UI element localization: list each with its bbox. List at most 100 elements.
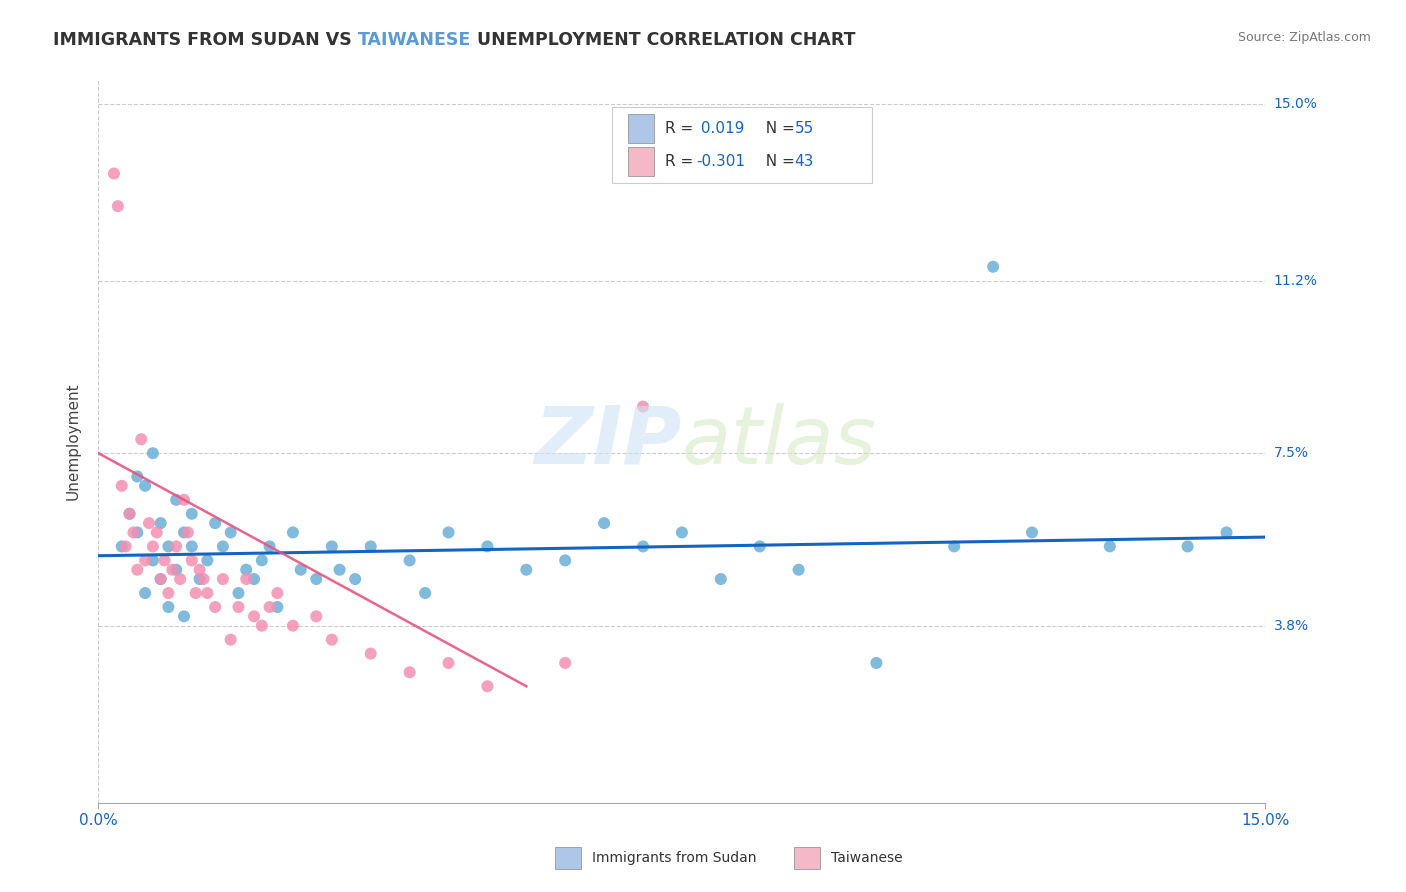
Point [149,572,172,586]
Point [981,260,1004,274]
Point [165,492,187,507]
Point [281,618,304,632]
Point [142,446,165,460]
Point [219,632,242,647]
Point [305,609,328,624]
Point [118,507,141,521]
Point [127,563,149,577]
Point [329,563,352,577]
Point [142,540,165,554]
Text: atlas: atlas [682,402,877,481]
Point [1215,525,1237,540]
Point [437,525,460,540]
Text: R =: R = [665,154,699,169]
Text: 43: 43 [794,154,814,169]
Point [437,656,460,670]
Text: 7.5%: 7.5% [1274,446,1309,460]
Point [204,516,226,530]
Point [360,540,382,554]
Point [235,572,257,586]
Point [281,525,304,540]
Point [477,540,499,554]
Point [787,563,810,577]
Point [173,609,195,624]
Point [515,563,537,577]
Point [204,600,226,615]
Point [398,553,420,567]
Text: N =: N = [756,120,800,136]
Point [180,540,202,554]
Point [631,400,654,414]
Point [212,572,235,586]
Point [162,563,184,577]
Point [180,507,202,521]
Text: TAIWANESE: TAIWANESE [359,31,471,49]
Text: 55: 55 [794,120,814,136]
Point [266,600,288,615]
Point [173,525,195,540]
Point [710,572,733,586]
Point [180,553,202,567]
Text: Source: ZipAtlas.com: Source: ZipAtlas.com [1237,31,1371,45]
Point [127,469,149,483]
Text: 15.0%: 15.0% [1274,96,1317,111]
Point [177,525,200,540]
Point [103,167,125,181]
Point [127,525,149,540]
Point [266,586,288,600]
Point [235,563,257,577]
Text: R =: R = [665,120,699,136]
Point [157,600,180,615]
Point [134,553,156,567]
Point [134,479,156,493]
Point [321,632,343,647]
Point [477,679,499,693]
Point [1021,525,1043,540]
Point [122,525,145,540]
Text: N =: N = [756,154,800,169]
Point [195,586,218,600]
Point [943,540,966,554]
Point [157,540,180,554]
Point [184,586,207,600]
Point [259,540,281,554]
Point [146,525,169,540]
Point [398,665,420,680]
Text: Taiwanese: Taiwanese [831,851,903,865]
Point [169,572,191,586]
Point [107,199,129,213]
Point [111,540,134,554]
Point [321,540,343,554]
Point [114,540,136,554]
Point [748,540,770,554]
Point [165,563,187,577]
Text: ZIP: ZIP [534,402,682,481]
Point [142,553,165,567]
Text: -0.301: -0.301 [696,154,745,169]
Point [195,553,218,567]
Point [188,572,211,586]
Point [671,525,693,540]
Point [631,540,654,554]
Point [305,572,328,586]
Point [219,525,242,540]
Point [134,586,156,600]
Point [593,516,616,530]
Point [228,600,250,615]
Point [250,553,273,567]
Point [228,586,250,600]
Text: IMMIGRANTS FROM SUDAN VS: IMMIGRANTS FROM SUDAN VS [53,31,359,49]
Point [865,656,887,670]
Text: 3.8%: 3.8% [1274,619,1309,632]
Point [259,600,281,615]
Point [129,432,152,446]
Text: UNEMPLOYMENT CORRELATION CHART: UNEMPLOYMENT CORRELATION CHART [471,31,856,49]
Point [165,540,187,554]
Point [212,540,235,554]
Point [243,609,266,624]
Point [554,553,576,567]
Point [554,656,576,670]
Text: Immigrants from Sudan: Immigrants from Sudan [592,851,756,865]
Point [1098,540,1121,554]
Point [250,618,273,632]
